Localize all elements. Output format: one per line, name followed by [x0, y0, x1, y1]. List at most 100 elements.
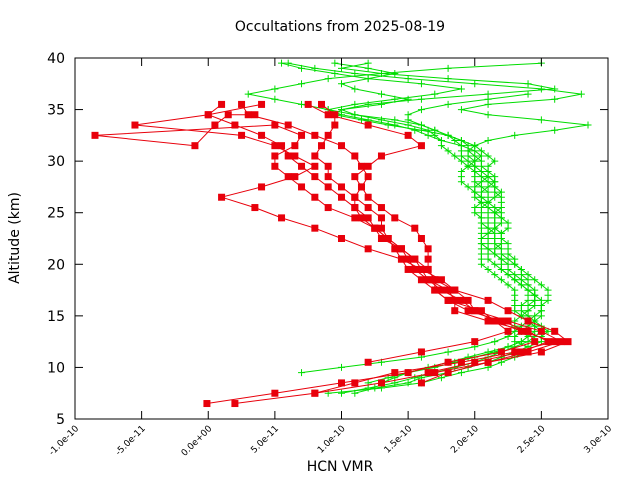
y-axis-label: Altitude (km): [7, 192, 23, 284]
data-point-square: [238, 131, 246, 139]
data-point-square: [291, 152, 299, 160]
data-point-square: [224, 111, 232, 119]
data-point-square: [271, 152, 279, 160]
data-point-square: [544, 338, 552, 346]
data-point-square: [338, 183, 345, 191]
x-tick-label: -5.0e-11: [114, 424, 148, 458]
data-point-plus: [457, 369, 465, 377]
series-10: [284, 59, 592, 377]
data-point-square: [271, 142, 279, 150]
data-point-square: [504, 307, 512, 315]
data-point-square: [391, 245, 399, 253]
data-point-square: [324, 111, 332, 119]
data-point-square: [417, 348, 425, 356]
data-point-plus: [471, 80, 479, 88]
data-point-plus: [477, 147, 485, 155]
data-point-plus: [244, 90, 252, 98]
data-point-square: [364, 162, 372, 170]
data-point-square: [417, 142, 425, 150]
data-point-square: [324, 162, 332, 170]
data-point-plus: [424, 126, 432, 134]
data-point-square: [377, 152, 385, 160]
data-point-plus: [531, 286, 539, 294]
data-point-square: [318, 100, 326, 108]
data-point-plus: [431, 90, 439, 98]
plot-series-group: [91, 59, 592, 408]
data-point-square: [311, 173, 319, 181]
data-point-plus: [511, 260, 519, 268]
data-point-plus: [531, 276, 539, 284]
data-point-plus: [311, 64, 319, 72]
data-point-square: [557, 338, 565, 346]
data-point-square: [477, 307, 485, 315]
data-point-plus: [484, 167, 492, 175]
data-point-square: [497, 317, 505, 325]
x-tick-label: 1.5e-10: [383, 424, 415, 456]
data-point-square: [357, 183, 365, 191]
data-point-square: [511, 348, 519, 356]
data-point-square: [431, 276, 439, 284]
data-point-plus: [417, 126, 425, 134]
data-point-plus: [298, 80, 306, 88]
data-point-square: [364, 193, 372, 201]
data-point-square: [211, 121, 219, 129]
data-point-plus: [284, 59, 292, 67]
data-point-square: [231, 400, 239, 408]
data-point-square: [271, 121, 279, 129]
data-point-plus: [377, 100, 385, 108]
data-point-square: [377, 224, 385, 232]
data-point-square: [284, 173, 292, 181]
series-5: [91, 111, 512, 366]
data-point-square: [377, 235, 385, 242]
series-line: [94, 114, 510, 363]
data-point-plus: [364, 384, 372, 392]
data-point-plus: [298, 369, 306, 377]
data-point-square: [444, 358, 452, 366]
data-point-plus: [477, 188, 485, 196]
data-point-square: [351, 173, 359, 181]
data-point-square: [351, 193, 359, 201]
data-point-square: [291, 173, 299, 181]
data-point-plus: [417, 80, 425, 88]
data-point-square: [491, 317, 499, 325]
data-point-square: [311, 162, 319, 170]
chart-title: Occultations from 2025-08-19: [235, 19, 445, 35]
data-point-square: [417, 235, 425, 242]
data-point-plus: [537, 281, 545, 289]
data-point-plus: [417, 106, 425, 114]
data-point-plus: [484, 245, 492, 253]
data-point-plus: [524, 302, 532, 310]
data-point-square: [444, 369, 452, 377]
data-point-plus: [464, 183, 472, 191]
data-point-square: [324, 204, 332, 212]
data-point-square: [451, 296, 459, 304]
data-point-plus: [577, 90, 585, 98]
data-point-plus: [411, 126, 419, 134]
data-point-square: [377, 204, 385, 212]
data-point-square: [531, 338, 539, 346]
data-point-square: [284, 121, 292, 129]
data-point-square: [357, 162, 365, 170]
data-point-square: [517, 327, 525, 335]
data-point-square: [564, 338, 572, 346]
data-point-plus: [384, 121, 392, 129]
data-point-square: [371, 224, 379, 232]
data-point-plus: [544, 286, 552, 294]
data-point-plus: [477, 157, 485, 165]
data-point-plus: [551, 126, 559, 134]
data-point-plus: [404, 121, 412, 129]
data-point-plus: [491, 260, 499, 268]
data-point-square: [397, 245, 405, 253]
x-tick-label: 1.0e-10: [316, 424, 348, 456]
data-point-square: [278, 214, 286, 222]
data-point-square: [404, 131, 412, 139]
data-point-square: [457, 358, 465, 366]
data-point-square: [338, 379, 345, 387]
data-point-plus: [357, 116, 365, 124]
data-point-square: [351, 152, 359, 160]
y-tick-label: 15: [47, 309, 65, 325]
data-point-square: [524, 348, 532, 356]
data-point-square: [338, 235, 345, 242]
data-point-plus: [338, 389, 345, 397]
data-point-plus: [551, 95, 559, 103]
